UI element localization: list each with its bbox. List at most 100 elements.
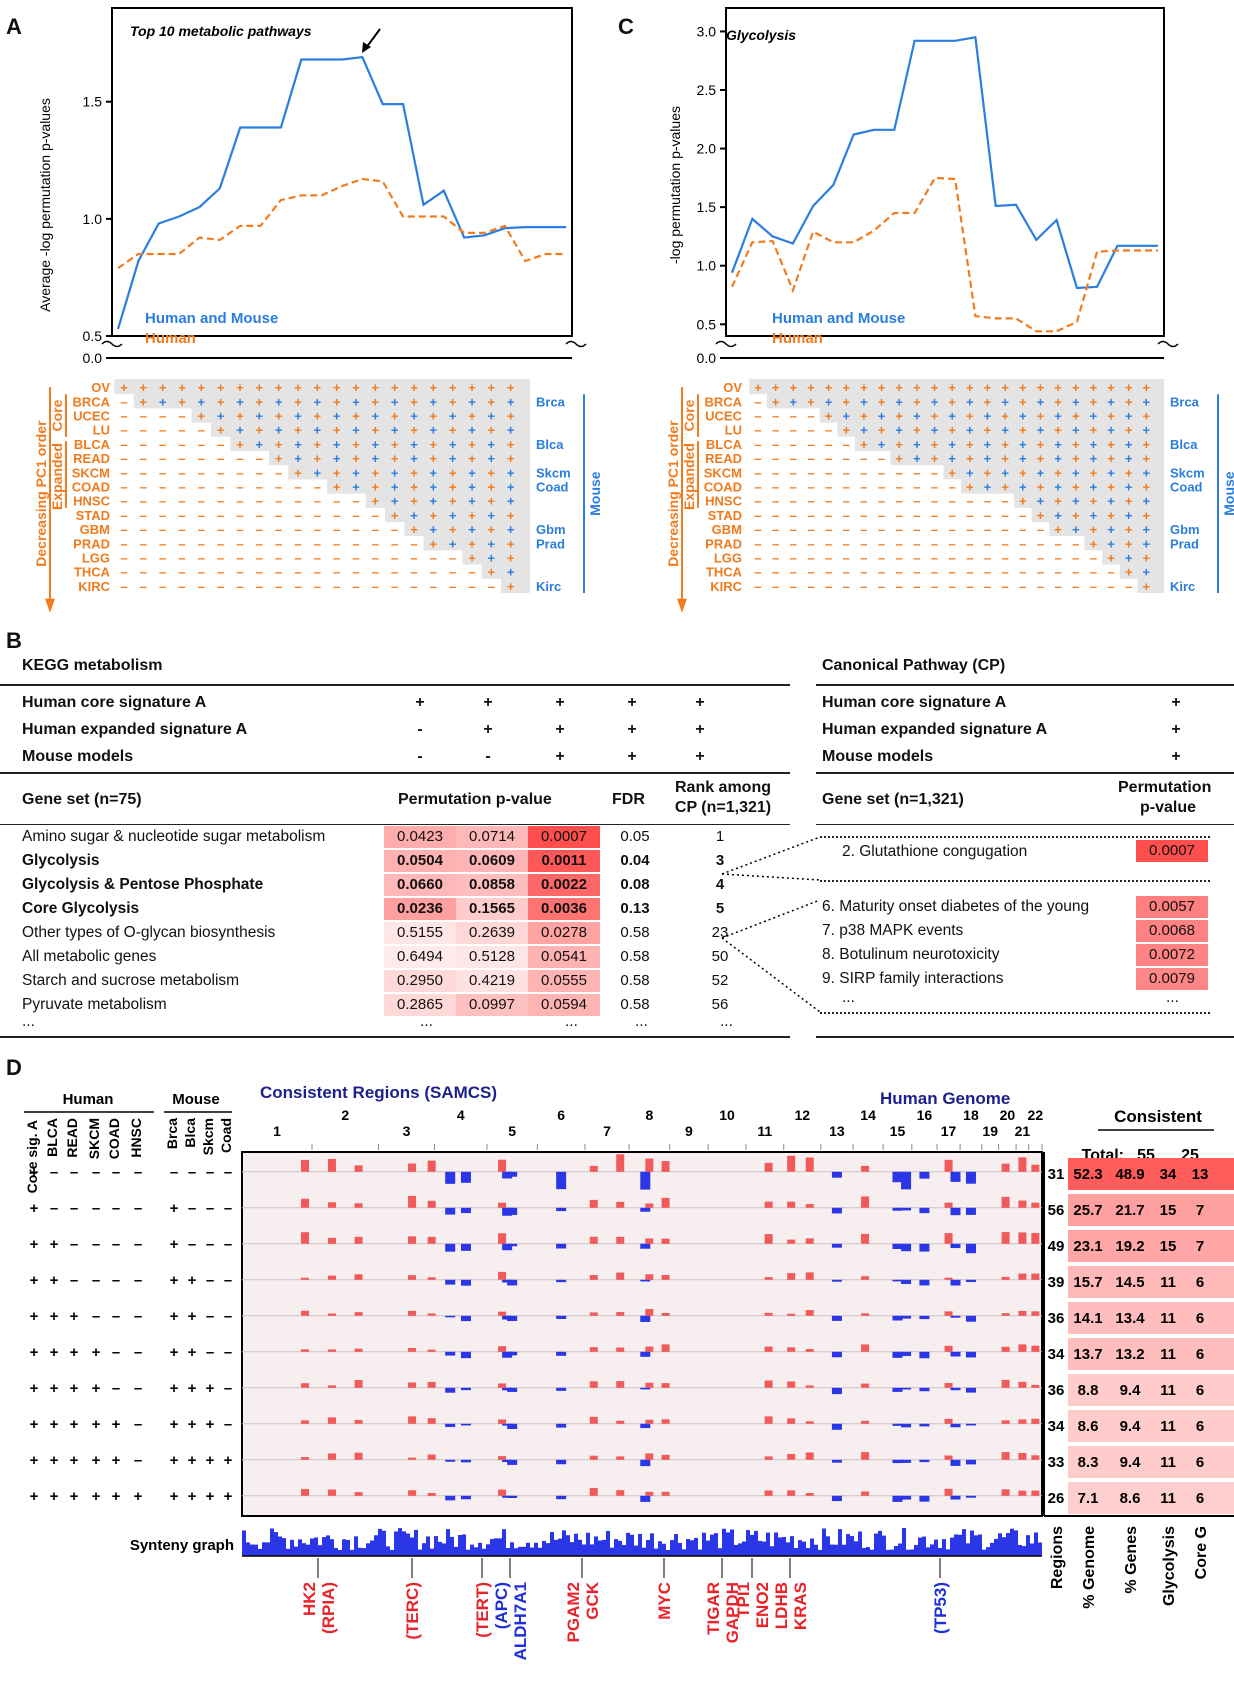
- kegg-pvalue: 0.2639: [456, 922, 528, 944]
- grid-mark: +: [913, 409, 921, 424]
- grid-mark: +: [488, 565, 496, 580]
- kegg-pvalue: 0.2865: [384, 994, 456, 1016]
- synteny-bar: [1038, 1542, 1042, 1556]
- grid-mark: –: [807, 494, 814, 509]
- grey-cell: [327, 478, 530, 494]
- chromosome-label: 5: [508, 1123, 516, 1139]
- signature-mark: –: [112, 1344, 120, 1361]
- grid-mark: +: [878, 409, 886, 424]
- grid-mark: –: [430, 579, 437, 594]
- synteny-bar: [302, 1543, 306, 1556]
- grey-cell: [749, 379, 1164, 395]
- cp-sig-label: Mouse models: [822, 748, 934, 765]
- synteny-bar: [778, 1537, 782, 1556]
- synteny-bar: [738, 1543, 742, 1556]
- y-tick-label: 1.5: [697, 199, 717, 215]
- grid-mark: –: [1072, 536, 1079, 551]
- grid-mark: +: [1072, 522, 1080, 537]
- gain-bar: [764, 1490, 773, 1496]
- synteny-bar: [870, 1549, 874, 1556]
- grid-mark: +: [1090, 480, 1098, 495]
- grid-mark: +: [507, 551, 515, 566]
- grid-mark: +: [468, 551, 476, 566]
- grid-mark: +: [895, 451, 903, 466]
- grey-cell: [855, 435, 1164, 451]
- grid-mark: –: [1037, 536, 1044, 551]
- grid-mark: +: [1001, 465, 1009, 480]
- grid-mark: +: [1125, 380, 1133, 395]
- synteny-bar: [866, 1547, 870, 1556]
- grid-mark: +: [1143, 508, 1151, 523]
- kegg-rank: 23: [711, 924, 729, 941]
- human-row-label: KIRC: [710, 579, 742, 594]
- grid-mark: +: [825, 409, 833, 424]
- loss-bar: [901, 1243, 912, 1252]
- grid-mark: +: [468, 494, 476, 509]
- loss-bar: [892, 1423, 903, 1426]
- grid-mark: –: [913, 494, 920, 509]
- signature-mark: +: [70, 1416, 79, 1433]
- loss-bar: [831, 1459, 842, 1463]
- signature-mark: –: [206, 1236, 214, 1253]
- grid-mark: –: [236, 522, 243, 537]
- grey-cell: [501, 577, 530, 593]
- synteny-bar: [602, 1539, 606, 1556]
- synteny-bar: [906, 1549, 910, 1556]
- kegg-pvalue: 0.0609: [456, 850, 528, 872]
- loss-bar: [502, 1279, 513, 1283]
- grid-mark: +: [430, 480, 438, 495]
- mouse-row-label: Gbm: [1170, 522, 1200, 537]
- gain-bar: [661, 1238, 670, 1244]
- gain-bar: [645, 1274, 654, 1280]
- gain-bar: [861, 1196, 870, 1208]
- grid-mark: +: [391, 451, 399, 466]
- grid-mark: –: [140, 551, 147, 566]
- gain-bar: [498, 1489, 507, 1496]
- grid-mark: –: [772, 579, 779, 594]
- synteny-bar: [242, 1530, 246, 1556]
- signature-mark: +: [170, 1416, 179, 1433]
- synteny-bar: [722, 1528, 726, 1556]
- grid-mark: +: [895, 437, 903, 452]
- human-row-label: PRAD: [73, 536, 110, 551]
- gain-bar: [427, 1493, 436, 1496]
- grey-cell: [191, 407, 530, 423]
- grid-mark: +: [1054, 409, 1062, 424]
- grid-mark: –: [949, 551, 956, 566]
- loss-bar: [460, 1243, 471, 1251]
- gain-bar: [645, 1382, 654, 1388]
- gain-bar: [661, 1312, 670, 1316]
- synteny-bar: [950, 1537, 954, 1556]
- gain-bar: [805, 1385, 814, 1388]
- synteny-bar: [682, 1549, 686, 1556]
- grid-mark: +: [488, 508, 496, 523]
- grid-mark: –: [178, 536, 185, 551]
- signature-mark: –: [170, 1164, 178, 1181]
- grid-mark: +: [275, 451, 283, 466]
- stat-genes: 21.7: [1115, 1202, 1144, 1219]
- signature-mark: +: [206, 1452, 215, 1469]
- signature-mark: –: [134, 1344, 142, 1361]
- grid-mark: –: [217, 579, 224, 594]
- gain-bar: [589, 1381, 598, 1388]
- legend-human-mouse: Human and Mouse: [772, 310, 905, 327]
- human-row-label: STAD: [76, 508, 110, 523]
- chromosome-label: 22: [1028, 1107, 1044, 1123]
- grid-mark: +: [1107, 380, 1115, 395]
- kegg-fdr: 0.04: [620, 852, 650, 869]
- grid-mark: +: [878, 394, 886, 409]
- gain-bar: [944, 1382, 953, 1388]
- grid-mark: –: [807, 451, 814, 466]
- chart-a-title: Top 10 metabolic pathways: [130, 23, 312, 39]
- loss-bar: [831, 1243, 842, 1248]
- signature-mark: +: [92, 1488, 101, 1505]
- signature-mark: –: [134, 1416, 142, 1433]
- signature-mark: +: [170, 1488, 179, 1505]
- stats-cell-bg: [1068, 1482, 1234, 1514]
- grid-mark: +: [507, 423, 515, 438]
- grid-mark: +: [449, 508, 457, 523]
- grid-mark: –: [120, 522, 127, 537]
- column-header: BLCA: [44, 1118, 60, 1157]
- loss-bar: [556, 1315, 567, 1319]
- synteny-bar: [710, 1534, 714, 1556]
